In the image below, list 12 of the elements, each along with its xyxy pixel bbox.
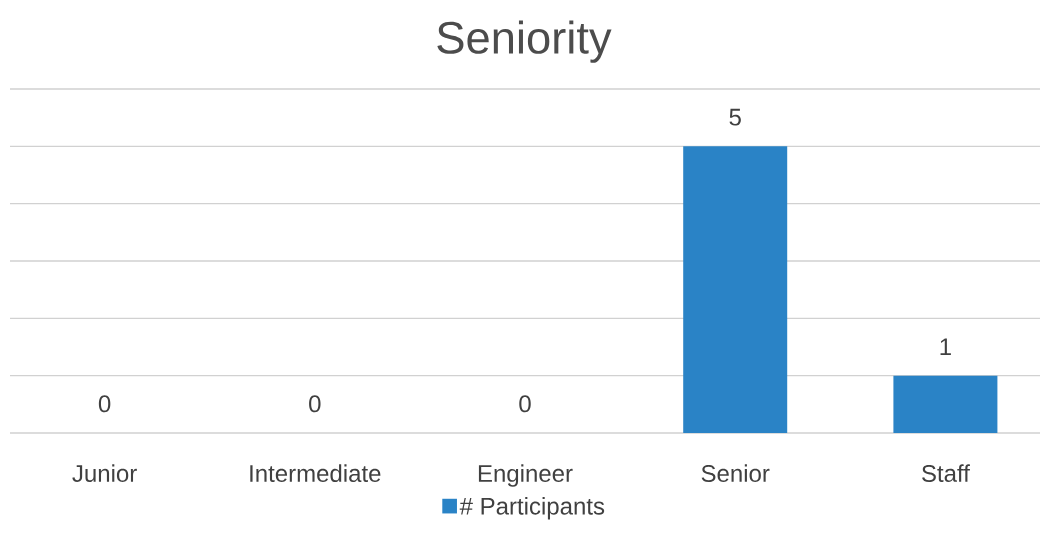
data-label: 5 xyxy=(729,108,741,126)
x-tick-label: Senior xyxy=(701,464,770,482)
x-tick-label: Intermediate xyxy=(250,464,381,482)
data-label: 0 xyxy=(309,395,321,413)
legend-label: # Participants xyxy=(459,497,605,520)
x-tick-label: Engineer xyxy=(478,464,573,487)
x-tick-label: Staff xyxy=(922,464,970,482)
data-label: 1 xyxy=(940,338,951,355)
data-label: 0 xyxy=(519,395,531,413)
data-label: 0 xyxy=(98,395,111,413)
chart-title: Seniority xyxy=(437,20,612,63)
x-tick-label: Junior xyxy=(72,464,137,482)
